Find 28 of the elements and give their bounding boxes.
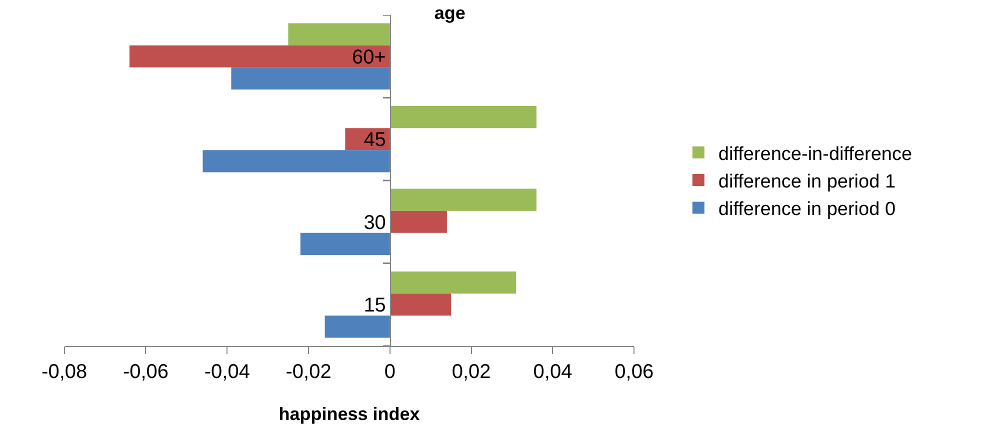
bar	[324, 316, 390, 338]
bar	[202, 150, 390, 172]
bar	[390, 106, 536, 128]
x-tick-label: 0,06	[614, 361, 654, 383]
bar	[390, 294, 451, 316]
x-tick-label: -0,02	[286, 361, 332, 383]
x-tick-label: 0	[384, 361, 396, 383]
x-axis-title: happiness index	[278, 404, 420, 424]
chart-title: age	[434, 3, 466, 24]
legend-label: difference in period 1	[718, 171, 896, 192]
x-tick-label: 0,02	[452, 361, 491, 383]
y-tick-label: 45	[364, 129, 386, 152]
y-tick-label: 15	[364, 294, 386, 317]
bar	[231, 67, 390, 90]
x-tick-label: 0,04	[533, 361, 572, 383]
bar	[129, 45, 390, 68]
bar	[390, 210, 447, 233]
x-tick-label: -0,04	[204, 361, 250, 383]
bar	[390, 272, 516, 294]
legend-label: difference in period 0	[718, 199, 896, 220]
bar	[300, 232, 390, 255]
bar	[288, 23, 390, 46]
legend-label: difference-in-difference	[718, 144, 912, 165]
bar	[390, 188, 536, 211]
y-tick-label: 30	[364, 212, 386, 234]
y-tick-label: 60+	[352, 46, 386, 68]
x-tick-label: -0,06	[122, 361, 169, 383]
x-tick-label: -0,08	[42, 361, 88, 383]
